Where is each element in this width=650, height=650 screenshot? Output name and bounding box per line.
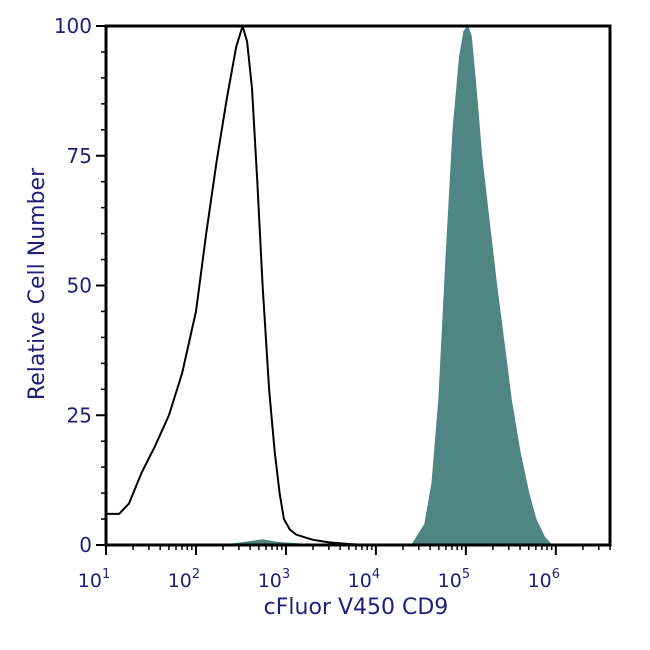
axis-layer: 0 25 50 75 100 101 102 103 104 105 106 — [54, 14, 611, 592]
x-tick-label-100000: 105 — [438, 567, 470, 592]
plot-frame — [104, 24, 612, 547]
y-tick-label-25: 25 — [67, 403, 92, 427]
x-tick-label-10: 101 — [78, 567, 110, 592]
y-tick-label-75: 75 — [67, 144, 92, 168]
x-tick-label-1000: 103 — [258, 567, 290, 592]
x-tick-label-10000: 104 — [348, 567, 380, 592]
plot-layer — [106, 24, 553, 546]
x-tick-label-100: 102 — [168, 567, 200, 592]
x-axis-label: cFluor V450 CD9 — [264, 595, 449, 620]
y-tick-label-50: 50 — [67, 274, 92, 298]
series-0-line — [106, 25, 368, 546]
x-tick-label-1000000: 106 — [528, 567, 560, 592]
y-axis-label: Relative Cell Number — [25, 167, 50, 400]
y-tick-label-0: 0 — [79, 533, 92, 557]
series-1-area — [222, 24, 553, 546]
y-tick-label-100: 100 — [54, 14, 92, 38]
